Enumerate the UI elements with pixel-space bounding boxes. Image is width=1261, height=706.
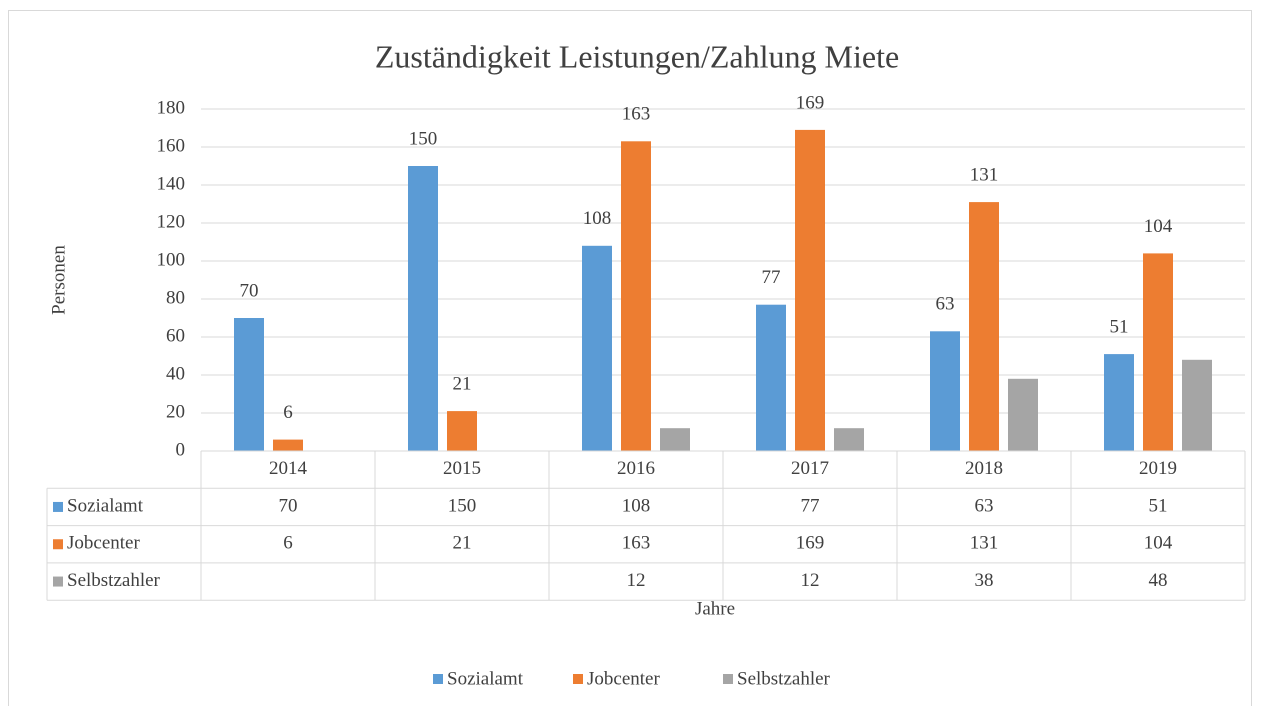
x-tick-label: 2014 [269,458,308,479]
table-cell: 104 [1144,533,1173,554]
y-tick-label: 140 [157,173,186,194]
bar [582,245,612,451]
table-cell: 150 [448,495,477,516]
y-tick-label: 180 [157,97,186,118]
table-row-label: Jobcenter [67,533,140,554]
bar [1143,253,1173,451]
legend-key [53,576,63,587]
y-tick-label: 120 [157,211,186,232]
data-label: 21 [453,373,472,394]
legend-key [433,674,443,684]
x-axis-title: Jahre [695,598,735,619]
bar [795,129,825,451]
data-label: 6 [283,402,293,423]
data-label: 163 [622,104,651,125]
bar [1104,354,1134,451]
data-label: 108 [583,208,612,229]
table-cell: 131 [970,533,999,554]
table-cell: 48 [1149,570,1168,591]
table-cell: 38 [975,570,994,591]
table-cell: 12 [801,570,820,591]
y-tick-label: 100 [157,249,186,270]
y-axis-title: Personen [48,245,69,315]
data-label: 104 [1144,216,1173,237]
table-cell: 12 [627,570,646,591]
table-cell: 63 [975,495,994,516]
table-row-label: Selbstzahler [67,570,161,591]
x-tick-label: 2019 [1139,458,1177,479]
data-label: 150 [409,128,438,149]
x-tick-label: 2016 [617,458,655,479]
bar [1182,359,1212,451]
x-tick-label: 2018 [965,458,1003,479]
legend-key [53,501,63,512]
legend-key [53,539,63,550]
data-label: 70 [240,280,259,301]
legend-key [723,674,733,684]
data-label: 169 [796,92,825,113]
x-tick-label: 2017 [791,458,829,479]
table-cell: 169 [796,533,825,554]
table-cell: 77 [801,495,820,516]
bar [1008,378,1038,451]
data-label: 51 [1110,316,1129,337]
y-tick-label: 80 [166,287,185,308]
y-tick-label: 60 [166,325,185,346]
data-label: 63 [936,294,955,315]
bar [273,439,303,451]
data-label: 77 [762,267,781,288]
x-tick-label: 2015 [443,458,481,479]
bar [234,318,264,451]
bar [756,304,786,451]
chart-title: Zuständigkeit Leistungen/Zahlung Miete [375,38,899,74]
legend-label: Sozialamt [447,668,524,689]
legend-key [573,674,583,684]
table-cell: 51 [1149,495,1168,516]
table-cell: 108 [622,495,651,516]
bar [447,411,477,451]
legend-label: Selbstzahler [737,668,831,689]
data-label: 131 [970,164,999,185]
bar [930,331,960,451]
bar [660,428,690,451]
y-tick-label: 160 [157,135,186,156]
bar [408,166,438,451]
legend-label: Jobcenter [587,668,660,689]
y-tick-label: 40 [166,363,185,384]
table-cell: 6 [283,533,293,554]
table-cell: 70 [279,495,298,516]
bar [621,141,651,452]
y-tick-label: 20 [166,401,185,422]
y-tick-label: 0 [176,439,186,460]
table-cell: 21 [453,533,472,554]
table-cell: 163 [622,533,651,554]
bar [834,428,864,451]
table-row-label: Sozialamt [67,495,144,516]
bar [969,202,999,451]
